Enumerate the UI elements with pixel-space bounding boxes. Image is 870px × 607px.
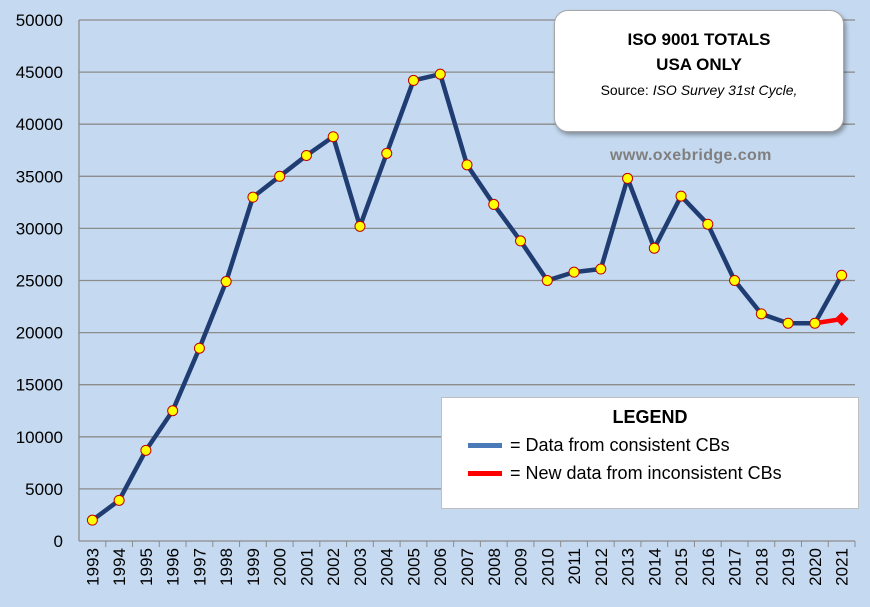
x-tick-label: 2003	[351, 548, 370, 586]
legend-swatch-consistent	[468, 442, 502, 448]
legend-item-inconsistent: = New data from inconsistent CBs	[468, 462, 782, 484]
data-point-1998	[220, 276, 232, 288]
data-point-2001	[300, 149, 312, 161]
y-tick-label: 30000	[16, 219, 63, 238]
chart-source: Source: ISO Survey 31st Cycle,	[555, 79, 843, 101]
data-point-1996	[167, 405, 179, 417]
x-tick-label: 1999	[244, 548, 263, 586]
y-tick-label: 40000	[16, 115, 63, 134]
x-tick-label: 2014	[645, 548, 664, 586]
x-tick-label: 1995	[137, 548, 156, 586]
y-tick-label: 5000	[25, 480, 63, 499]
data-point-2017	[729, 275, 741, 286]
data-point-2002	[327, 131, 339, 143]
data-point-inconsistent-2021	[834, 312, 849, 327]
y-tick-label: 10000	[16, 428, 63, 447]
x-axis-ticks: 1993 1994 1995 1996 1997 1998 1999 2000 2001 2002…	[83, 541, 856, 586]
x-tick-label: 2013	[619, 548, 638, 586]
data-point-1994	[113, 494, 125, 506]
legend-label-consistent: = Data from consistent CBs	[510, 434, 730, 455]
source-prefix: Source:	[600, 82, 653, 98]
x-tick-label: 2008	[485, 548, 504, 586]
legend-label-inconsistent: = New data from inconsistent CBs	[510, 462, 782, 483]
data-point-2011	[568, 266, 580, 278]
x-tick-label: 2017	[726, 548, 745, 586]
data-point-2009	[515, 235, 527, 247]
y-tick-label: 25000	[16, 272, 63, 291]
data-point-2018	[755, 308, 767, 320]
data-point-2006	[434, 68, 446, 80]
x-tick-label: 2019	[779, 548, 798, 586]
x-tick-label: 1993	[83, 548, 102, 586]
x-tick-label: 2015	[672, 548, 691, 586]
data-point-2013	[622, 172, 634, 184]
data-point-2012	[595, 263, 607, 275]
y-tick-label: 35000	[16, 167, 63, 186]
data-point-2004	[381, 147, 393, 159]
data-point-2016	[702, 218, 714, 230]
y-tick-label: 20000	[16, 324, 63, 343]
data-point-2000	[274, 170, 286, 182]
x-tick-label: 1998	[217, 548, 236, 586]
data-point-1999	[247, 191, 259, 203]
website-watermark: www.oxebridge.com	[610, 147, 772, 164]
data-point-2007	[461, 159, 473, 171]
y-axis-ticks: 0 5000 10000 15000 20000 25000 30000 35000 40000…	[16, 11, 63, 551]
x-tick-label: 2006	[431, 548, 450, 586]
data-point-1995	[140, 444, 152, 456]
x-tick-label: 2010	[538, 548, 557, 586]
x-tick-label: 2016	[699, 548, 718, 586]
x-tick-label: 2004	[378, 548, 397, 586]
x-tick-label: 2007	[458, 548, 477, 586]
x-tick-label: 1997	[190, 548, 209, 586]
chart-title: ISO 9001 TOTALS	[627, 30, 771, 49]
y-tick-label: 50000	[16, 11, 63, 30]
y-tick-label: 45000	[16, 63, 63, 82]
data-point-1997	[193, 342, 205, 354]
chart-subtitle: USA ONLY	[656, 55, 742, 74]
x-tick-label: 2012	[592, 548, 611, 586]
source-text: ISO Survey 31st Cycle,	[652, 82, 798, 98]
data-point-1993	[86, 514, 98, 526]
x-tick-label: 2020	[806, 548, 825, 586]
x-tick-label: 2005	[404, 548, 423, 586]
legend-title: LEGEND	[612, 407, 688, 427]
y-tick-label: 0	[54, 532, 63, 551]
x-tick-label: 1994	[110, 548, 129, 586]
y-tick-label: 15000	[16, 376, 63, 395]
legend: LEGEND = Data from consistent CBs = New …	[441, 397, 859, 509]
x-tick-label: 2002	[324, 548, 343, 586]
series-markers	[86, 68, 849, 526]
data-point-2003	[354, 220, 366, 232]
data-point-2019	[782, 317, 794, 329]
legend-swatch-inconsistent	[468, 470, 502, 476]
data-point-2005	[407, 74, 419, 86]
legend-item-consistent: = Data from consistent CBs	[468, 434, 730, 456]
x-tick-label: 2001	[297, 548, 316, 586]
x-tick-label: 2018	[752, 548, 771, 586]
x-tick-label: 2009	[512, 548, 531, 586]
data-point-2020	[809, 317, 821, 329]
data-point-2021	[836, 269, 848, 281]
data-point-2008	[488, 198, 500, 210]
data-point-2014	[648, 242, 660, 254]
x-tick-label: 2011	[565, 548, 584, 585]
x-tick-label: 2021	[833, 548, 852, 586]
data-point-2010	[541, 275, 553, 286]
x-tick-label: 1996	[164, 548, 183, 586]
data-point-2015	[675, 190, 687, 202]
chart-title-box: ISO 9001 TOTALS USA ONLY Source: ISO Sur…	[554, 10, 844, 132]
x-tick-label: 2000	[271, 548, 290, 586]
